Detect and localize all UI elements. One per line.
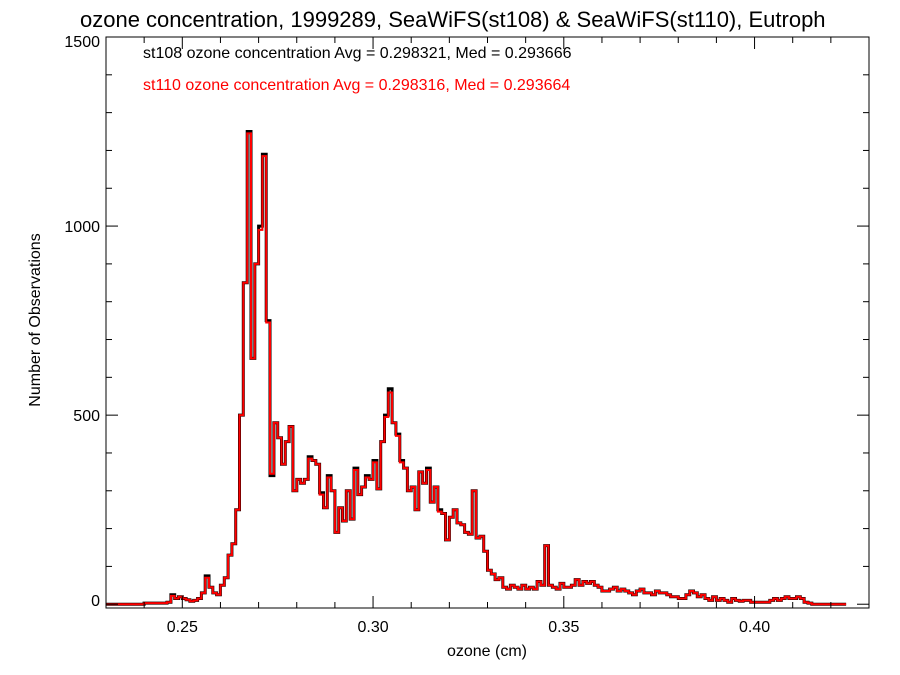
series-st110-line — [106, 132, 847, 606]
chart-title: ozone concentration, 1999289, SeaWiFS(st… — [80, 7, 826, 32]
plot-frame — [105, 36, 870, 609]
y-axis-label: Number of Observations — [27, 233, 44, 406]
x-tick-label: 0.35 — [548, 619, 579, 636]
y-tick-label: 1500 — [64, 34, 100, 51]
y-axis-ticks: 0 500 1000 1500 — [64, 34, 869, 610]
x-tick-label: 0.30 — [357, 619, 388, 636]
series-layer — [106, 130, 847, 606]
y-tick-label: 0 — [91, 593, 100, 610]
y-tick-label: 1000 — [64, 219, 100, 236]
x-tick-label: 0.40 — [739, 619, 770, 636]
legend-st110: st110 ozone concentration Avg = 0.298316… — [143, 77, 570, 94]
x-axis-label: ozone (cm) — [447, 643, 527, 660]
x-tick-label: 0.25 — [167, 619, 198, 636]
y-tick-label: 500 — [73, 408, 100, 425]
legend-st108: st108 ozone concentration Avg = 0.298321… — [143, 45, 572, 62]
x-axis-ticks: 0.25 0.30 0.35 0.40 — [105, 37, 870, 636]
